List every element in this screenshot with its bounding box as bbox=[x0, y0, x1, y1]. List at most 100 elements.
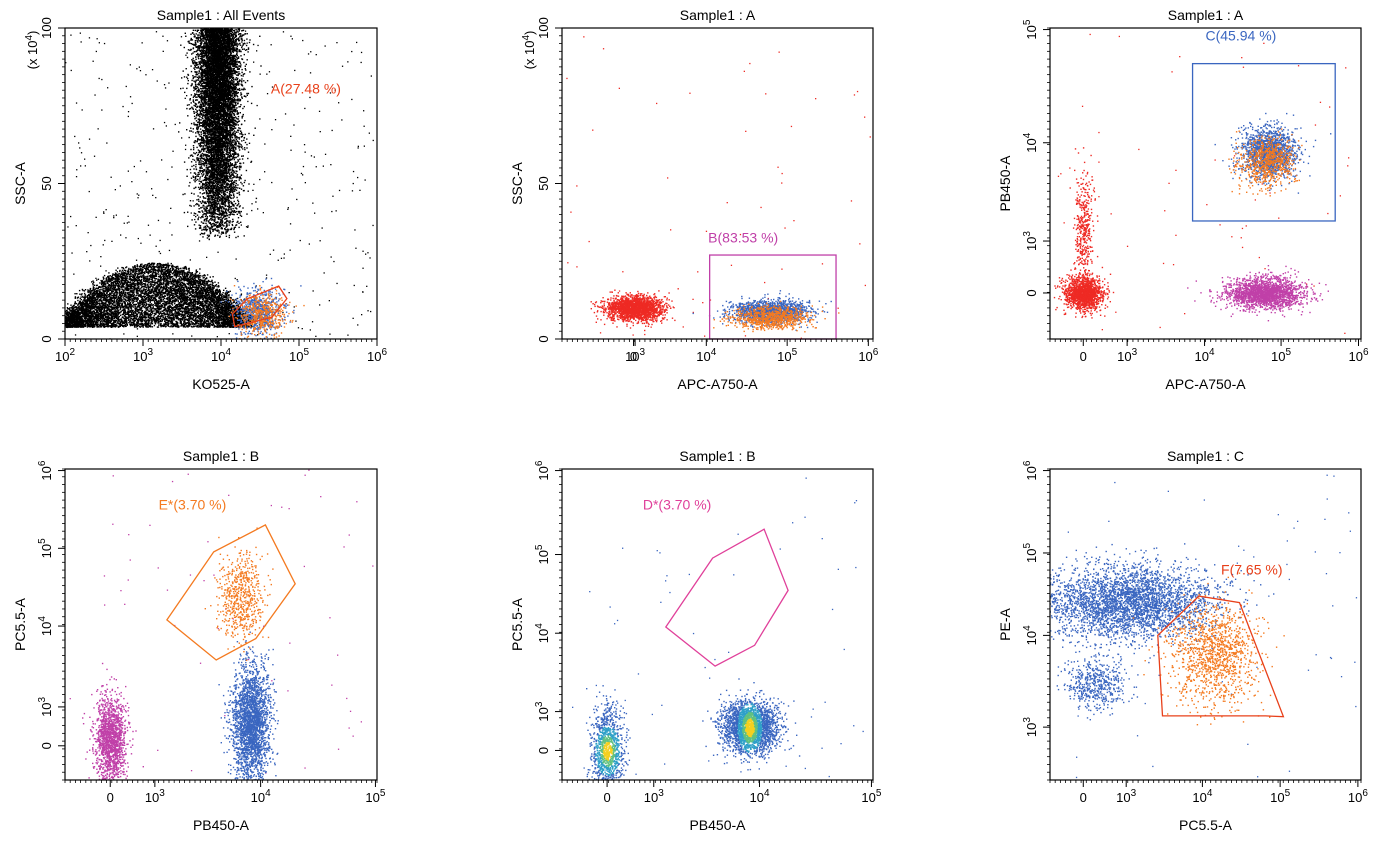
y-axis: 0 103 104 105 bbox=[1022, 19, 1050, 340]
panel-5: D*(3.70 %) Sample1 : B PB450-A PC5.5-A 0 103 1… bbox=[509, 448, 882, 833]
x-tick-label: 104 bbox=[211, 347, 231, 364]
y-multiplier: (x 104) bbox=[521, 31, 537, 70]
panel-title: Sample1 : A bbox=[680, 7, 756, 23]
y-axis-label: SSC-A bbox=[509, 161, 525, 204]
x-tick-label: 103 bbox=[145, 788, 165, 805]
x-tick-label: 106 bbox=[1348, 788, 1368, 805]
x-axis: 0 103 104 105 bbox=[64, 780, 386, 805]
population-double-positive-orange bbox=[1228, 128, 1303, 197]
y-tick-label: 104 bbox=[1022, 625, 1039, 645]
y-tick-label: 106 bbox=[1022, 460, 1039, 480]
population-negative-density bbox=[585, 685, 631, 780]
y-tick-label: 105 bbox=[1022, 543, 1039, 563]
y-tick-label: 103 bbox=[1022, 717, 1039, 737]
population-negative-magenta bbox=[82, 662, 144, 780]
population-pc55-positive-orange bbox=[1132, 572, 1285, 726]
gate-A: A(27.48 %) bbox=[231, 80, 341, 328]
x-tick-label: 105 bbox=[289, 347, 309, 364]
panel-title: Sample1 : All Events bbox=[157, 7, 285, 23]
gate-label: E*(3.70 %) bbox=[159, 496, 227, 512]
x-axis: 0 103 104 105 106 bbox=[1049, 780, 1368, 805]
y-tick-label: 103 bbox=[37, 696, 54, 716]
x-tick-label: 0 bbox=[1080, 790, 1087, 805]
x-tick-label: 105 bbox=[861, 788, 881, 805]
y-axis: 0 103 104 105 106 bbox=[37, 460, 65, 781]
x-tick-label: 104 bbox=[251, 788, 271, 805]
y-tick-label: 104 bbox=[37, 616, 54, 636]
gate-label: C(45.94 %) bbox=[1206, 27, 1277, 43]
panel-1: A(27.48 %) Sample1 : All Events KO525-A SSC… bbox=[12, 7, 387, 392]
y-tick-label: 0 bbox=[39, 742, 54, 749]
y-tick-label: 103 bbox=[1022, 231, 1039, 251]
y-tick-label: 106 bbox=[37, 460, 54, 480]
x-tick-label: 0 bbox=[1080, 349, 1087, 364]
y-axis-label: PE-A bbox=[997, 608, 1013, 641]
x-axis-label: PB450-A bbox=[193, 817, 250, 833]
x-tick-label: 105 bbox=[1270, 788, 1290, 805]
panel-title: Sample1 : B bbox=[183, 448, 259, 464]
y-tick-label: 0 bbox=[536, 335, 551, 342]
panel-title: Sample1 : B bbox=[679, 448, 755, 464]
y-axis: 103 104 105 106 bbox=[1022, 460, 1050, 781]
panel-3: C(45.94 %) Sample1 : A APC-A750-A PB450-A 0 1… bbox=[997, 7, 1369, 392]
x-tick-label: 103 bbox=[1116, 788, 1136, 805]
panel-title: Sample1 : C bbox=[1167, 448, 1244, 464]
plot-area bbox=[1053, 33, 1350, 334]
y-tick-label: 105 bbox=[37, 538, 54, 558]
panel-2: B(83.53 %) Sample1 : A APC-A750-A SSC-A (x 1… bbox=[509, 7, 879, 392]
gate-C: C(45.94 %) bbox=[1191, 27, 1336, 222]
x-tick-label: 103 bbox=[644, 788, 664, 805]
x-axis-label: PB450-A bbox=[689, 817, 746, 833]
y-axis: 0 50 100 bbox=[536, 17, 562, 343]
plot-frame bbox=[561, 27, 874, 340]
x-tick-label: 103 bbox=[1117, 347, 1137, 364]
y-tick-label: 100 bbox=[39, 17, 54, 39]
y-axis: 0 103 104 105 106 bbox=[534, 460, 562, 781]
scatter-noise bbox=[1067, 474, 1358, 779]
x-tick-label: 0 bbox=[603, 790, 610, 805]
x-tick-label: 0 bbox=[107, 790, 114, 805]
x-tick-label: 103 bbox=[625, 347, 645, 364]
y-tick-label: 105 bbox=[1022, 19, 1039, 39]
panel-title: Sample1 : A bbox=[1168, 7, 1244, 23]
gate-E-star: E*(3.70 %) bbox=[159, 496, 296, 661]
gate-label: A(27.48 %) bbox=[271, 80, 341, 96]
population-positive-orange bbox=[713, 300, 840, 333]
y-multiplier: (x 104) bbox=[24, 31, 40, 70]
population-pe-low-blue bbox=[1056, 642, 1139, 721]
x-axis: 0 103 104 105 bbox=[561, 780, 882, 805]
plot-area bbox=[1050, 474, 1358, 779]
y-tick-label: 0 bbox=[1024, 289, 1039, 296]
plot-area bbox=[69, 469, 374, 780]
x-tick-label: 106 bbox=[1348, 347, 1368, 364]
x-tick-label: 106 bbox=[367, 347, 387, 364]
population-pb450-positive-blue bbox=[218, 624, 279, 780]
plot-area bbox=[572, 477, 864, 780]
x-axis-label: APC-A750-A bbox=[677, 376, 758, 392]
x-tick-label: 104 bbox=[1195, 347, 1215, 364]
scatter-noise bbox=[566, 36, 873, 339]
y-axis: 0 50 100 bbox=[39, 17, 65, 343]
y-axis-label: PC5.5-A bbox=[509, 597, 525, 651]
x-axis-label: APC-A750-A bbox=[1165, 376, 1246, 392]
y-axis-label: SSC-A bbox=[12, 161, 28, 204]
x-tick-label: 104 bbox=[749, 788, 769, 805]
y-tick-label: 50 bbox=[536, 176, 551, 190]
population-debris bbox=[65, 262, 262, 328]
population-double-negative-red bbox=[1053, 266, 1115, 319]
y-tick-label: 0 bbox=[39, 335, 54, 342]
y-tick-label: 100 bbox=[536, 17, 551, 39]
x-tick-label: 105 bbox=[777, 347, 797, 364]
x-tick-label: 0 bbox=[630, 349, 637, 364]
y-tick-label: 103 bbox=[534, 701, 551, 721]
x-tick-label: 105 bbox=[1271, 347, 1291, 364]
x-axis-label: PC5.5-A bbox=[1179, 817, 1233, 833]
population-pb450-positive-red bbox=[1069, 147, 1099, 315]
y-tick-label: 0 bbox=[536, 747, 551, 754]
gate-D-star: D*(3.70 %) bbox=[643, 496, 789, 667]
population-double-positive-orange bbox=[204, 527, 274, 661]
y-axis-label: PC5.5-A bbox=[12, 597, 28, 651]
x-tick-label: 104 bbox=[696, 347, 716, 364]
x-tick-label: 103 bbox=[133, 347, 153, 364]
